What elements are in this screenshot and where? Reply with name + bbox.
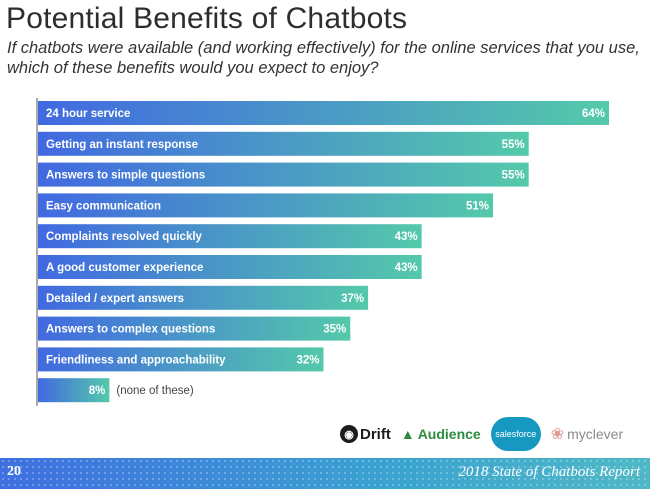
bar xyxy=(38,162,529,187)
footer-bar: 20 2018 State of Chatbots Report xyxy=(0,458,650,489)
myclever-logo-text: myclever xyxy=(567,426,624,442)
bar-chart: 24 hour service 64% Getting an instant res… xyxy=(36,98,609,406)
bar-value-label: 8% xyxy=(89,385,106,397)
bar-category-label: Getting an instant response xyxy=(46,139,198,151)
bar-value-label: 64% xyxy=(582,108,605,120)
page-title: Potential Benefits of Chatbots xyxy=(6,2,408,35)
audience-logo-text: Audience xyxy=(417,426,481,442)
bar xyxy=(38,347,324,372)
bar-category-label: Answers to simple questions xyxy=(46,170,205,182)
bar-category-label: 24 hour service xyxy=(46,108,130,120)
page-number: 20 xyxy=(7,464,21,479)
bar xyxy=(38,224,422,249)
bar xyxy=(38,255,422,279)
bar-value-label: 43% xyxy=(395,262,418,274)
audience-logo: ▲ Audience xyxy=(401,426,481,442)
drift-logo-mark: ◉ xyxy=(340,425,358,443)
bar-category-label: Answers to complex questions xyxy=(46,324,215,336)
bar-value-label: 35% xyxy=(323,324,346,336)
myclever-logo: ❀ myclever xyxy=(551,424,623,444)
myclever-brain-icon: ❀ xyxy=(550,426,565,443)
bar xyxy=(38,193,494,218)
bar-category-label: A good customer experience xyxy=(46,262,203,274)
bar-value-label: 55% xyxy=(502,139,525,151)
bar xyxy=(38,131,529,156)
bar-category-label: Easy communication xyxy=(46,200,161,212)
bar-value-label: 32% xyxy=(296,354,319,366)
drift-logo: ◉ Drift xyxy=(340,425,391,443)
bar-value-label: 37% xyxy=(341,293,364,305)
bar-category-label: Complaints resolved quickly xyxy=(46,231,203,243)
bar xyxy=(38,378,110,403)
bar-category-label: Detailed / expert answers xyxy=(46,293,184,305)
bar xyxy=(38,316,351,341)
salesforce-logo: salesforce xyxy=(490,417,541,451)
drift-logo-text: Drift xyxy=(360,425,391,443)
bar xyxy=(38,285,369,310)
sponsor-logos: ◉ Drift ▲ Audience salesforce ❀ myclever xyxy=(340,416,650,452)
footer-dot-pattern xyxy=(0,458,650,489)
chart-subtitle: If chatbots were available (and working … xyxy=(7,39,640,77)
bar-value-label: 43% xyxy=(395,231,418,243)
bar-category-label: (none of these) xyxy=(116,385,194,397)
bar-category-label: Friendliness and approachability xyxy=(46,354,226,366)
bar xyxy=(38,101,609,125)
report-title: 2018 State of Chatbots Report xyxy=(458,464,640,480)
audience-logo-mark: ▲ xyxy=(400,426,415,442)
salesforce-logo-text: salesforce xyxy=(495,429,537,439)
bar-value-label: 51% xyxy=(466,200,489,212)
bar-value-label: 55% xyxy=(502,170,525,182)
